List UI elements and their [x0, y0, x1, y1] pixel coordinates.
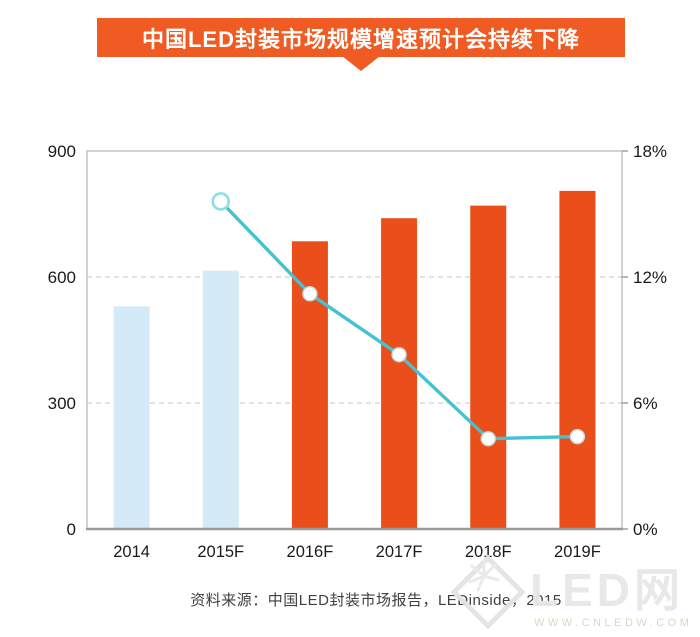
x-axis-label-2015F: 2015F: [197, 543, 244, 561]
bar-2014: [113, 306, 150, 529]
banner-arrow-down-icon: [342, 56, 380, 71]
right-axis-label-18: 18%: [633, 142, 667, 161]
bar-2016F: [291, 241, 328, 530]
bar-2019F: [559, 190, 596, 529]
plot-border: [86, 150, 623, 530]
marker-2016F: [302, 286, 318, 302]
marker-open-2015F: [211, 192, 231, 211]
left-axis-label-0: 0: [67, 520, 76, 539]
right-axis-label-12: 12%: [633, 268, 667, 287]
left-axis-label-600: 600: [48, 268, 76, 287]
x-axis-label-2014: 2014: [113, 543, 150, 561]
bar-2015F: [202, 270, 239, 529]
left-axis-label-300: 300: [48, 394, 76, 413]
left-axis-label-900: 900: [48, 142, 76, 161]
marker-2018F: [480, 430, 496, 447]
source-caption: 资料来源：中国LED封装市场报告，LEDinside，2015: [190, 592, 562, 609]
x-axis-label-2016F: 2016F: [287, 543, 334, 561]
x-axis-label-2018F: 2018F: [465, 543, 512, 561]
title-banner: 中国LED封装市场规模增速预计会持续下降: [97, 18, 625, 57]
x-axis-label-2019F: 2019F: [554, 543, 601, 561]
right-axis-label-0: 0%: [633, 520, 658, 539]
marker-2019F: [569, 428, 586, 445]
marker-2017F: [391, 346, 407, 363]
page-title: 中国LED封装市场规模增速预计会持续下降: [141, 26, 580, 52]
bar-2017F: [381, 218, 418, 529]
x-axis-label-2017F: 2017F: [376, 543, 423, 561]
right-axis-label-6: 6%: [633, 394, 658, 413]
bar-2018F: [470, 205, 507, 529]
